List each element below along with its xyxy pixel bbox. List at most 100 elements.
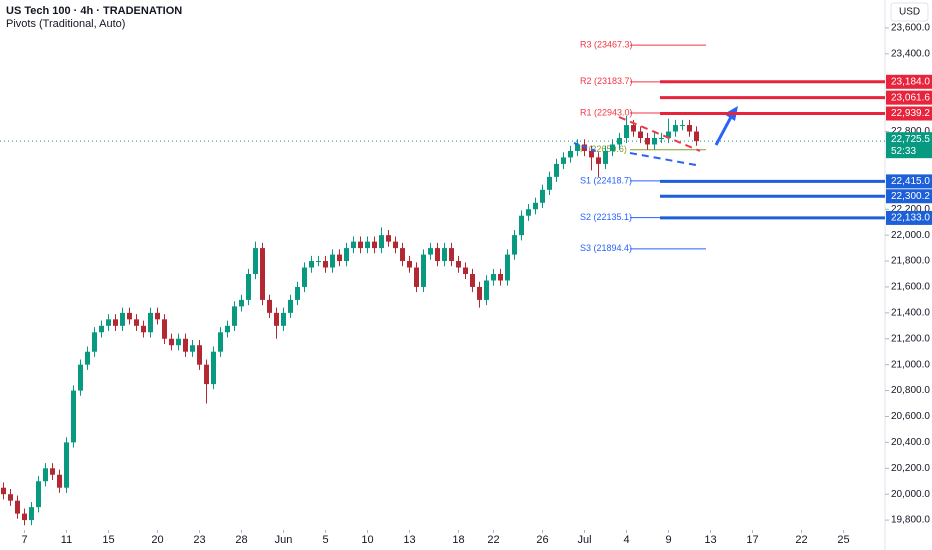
candle-body — [15, 500, 20, 514]
candle-body — [85, 351, 90, 365]
candle-body — [442, 248, 447, 262]
pivot-label: S2 (22135.1) — [580, 212, 632, 222]
candle-body — [659, 138, 664, 139]
x-tick-label: 17 — [746, 534, 758, 546]
candle-body — [36, 481, 41, 508]
candle-body — [351, 241, 356, 249]
level-label: 22,415.0 — [891, 176, 930, 187]
trend-line — [618, 116, 701, 152]
pivot-label: R2 (23183.7) — [580, 76, 633, 86]
level-tag — [886, 210, 932, 225]
candle-body — [400, 248, 405, 262]
candle-body — [106, 319, 111, 326]
candle-body — [211, 351, 216, 385]
candle-body — [302, 267, 307, 287]
candle-body — [519, 215, 524, 236]
candle-body — [344, 248, 349, 262]
y-tick-label: 22,800.0 — [891, 126, 930, 137]
candle-body — [148, 312, 153, 333]
candle-body — [232, 306, 237, 326]
candle-body — [610, 144, 615, 151]
candle-body — [43, 468, 48, 482]
candle-body — [386, 235, 391, 242]
candle-body — [92, 332, 97, 352]
candle-body — [274, 312, 279, 326]
candle-body — [337, 254, 342, 262]
level-tag — [886, 106, 932, 121]
candle-body — [589, 150, 594, 158]
y-tick-label: 23,400.0 — [891, 48, 930, 59]
candle-body — [379, 235, 384, 249]
x-tick-label: 22 — [487, 534, 499, 546]
x-tick-label: 9 — [665, 534, 671, 546]
candle-body — [225, 325, 230, 333]
candle-body — [435, 248, 440, 262]
candle-body — [687, 125, 692, 132]
candle-body — [407, 261, 412, 268]
candle-body — [218, 332, 223, 352]
candle-body — [288, 299, 293, 313]
candle-body — [204, 364, 209, 385]
currency: USD — [899, 7, 920, 18]
candle-body — [281, 312, 286, 326]
candle-body — [638, 131, 643, 138]
candle-body — [673, 125, 678, 132]
candle-body — [239, 299, 244, 307]
level-label: 22,133.0 — [891, 213, 930, 224]
candle-body — [169, 338, 174, 346]
pivot-label: S1 (22418.7) — [580, 175, 632, 185]
y-tick-label: 20,400.0 — [891, 437, 930, 448]
y-tick-label: 22,000.0 — [891, 230, 930, 241]
candle-body — [631, 125, 636, 132]
candle-body — [246, 274, 251, 300]
candle-body — [127, 312, 132, 320]
candle-body — [652, 138, 657, 145]
candle-body — [155, 312, 160, 320]
x-tick-label: 25 — [837, 534, 849, 546]
candle-body — [575, 144, 580, 151]
pivot-label: P (22659.6) — [580, 144, 627, 154]
candle-body — [428, 248, 433, 255]
x-tick-label: 13 — [403, 534, 415, 546]
level-tag — [886, 90, 932, 105]
y-tick-label: 20,600.0 — [891, 411, 930, 422]
candle-body — [358, 241, 363, 249]
candle-body — [568, 150, 573, 158]
candle-body — [666, 131, 671, 138]
candle-body — [316, 261, 321, 263]
candle-body — [554, 163, 559, 177]
candle-body — [421, 254, 426, 287]
candle-body — [134, 319, 139, 326]
level-label: 22,300.2 — [891, 191, 930, 202]
y-tick-label: 21,600.0 — [891, 282, 930, 293]
candle-body — [477, 286, 482, 300]
pivot-label: R3 (23467.3) — [580, 39, 633, 49]
x-tick-label: 10 — [361, 534, 373, 546]
candle-body — [197, 345, 202, 365]
candle-body — [694, 131, 699, 142]
candle-body — [183, 338, 188, 352]
candle-body — [330, 254, 335, 268]
arrow — [714, 116, 733, 146]
y-tick-label: 21,000.0 — [891, 359, 930, 370]
candle-body — [540, 189, 545, 203]
last-price-label: 22,725.5 — [891, 134, 930, 145]
candle-body — [323, 261, 328, 268]
plot: 19,800.0 20,000.0 20,200.0 20,400.0 20,600.0… — [0, 23, 930, 546]
candle-body — [260, 248, 265, 300]
candle-body — [176, 338, 181, 346]
y-tick-label: 23,600.0 — [891, 23, 930, 34]
pivot-label: R1 (22943.0) — [580, 107, 633, 117]
level-label: 23,061.6 — [891, 92, 930, 103]
candle-body — [393, 241, 398, 249]
last-price-tag — [886, 132, 932, 159]
candle-body — [645, 138, 650, 145]
candle-body — [29, 507, 34, 521]
candle-body — [470, 274, 475, 287]
currency-box[interactable] — [890, 2, 929, 22]
pivot-label: S3 (21894.4) — [580, 243, 632, 253]
y-tick-label: 21,200.0 — [891, 333, 930, 344]
subtitle: Pivots (Traditional, Auto) — [6, 18, 125, 30]
candle-body — [484, 280, 489, 300]
